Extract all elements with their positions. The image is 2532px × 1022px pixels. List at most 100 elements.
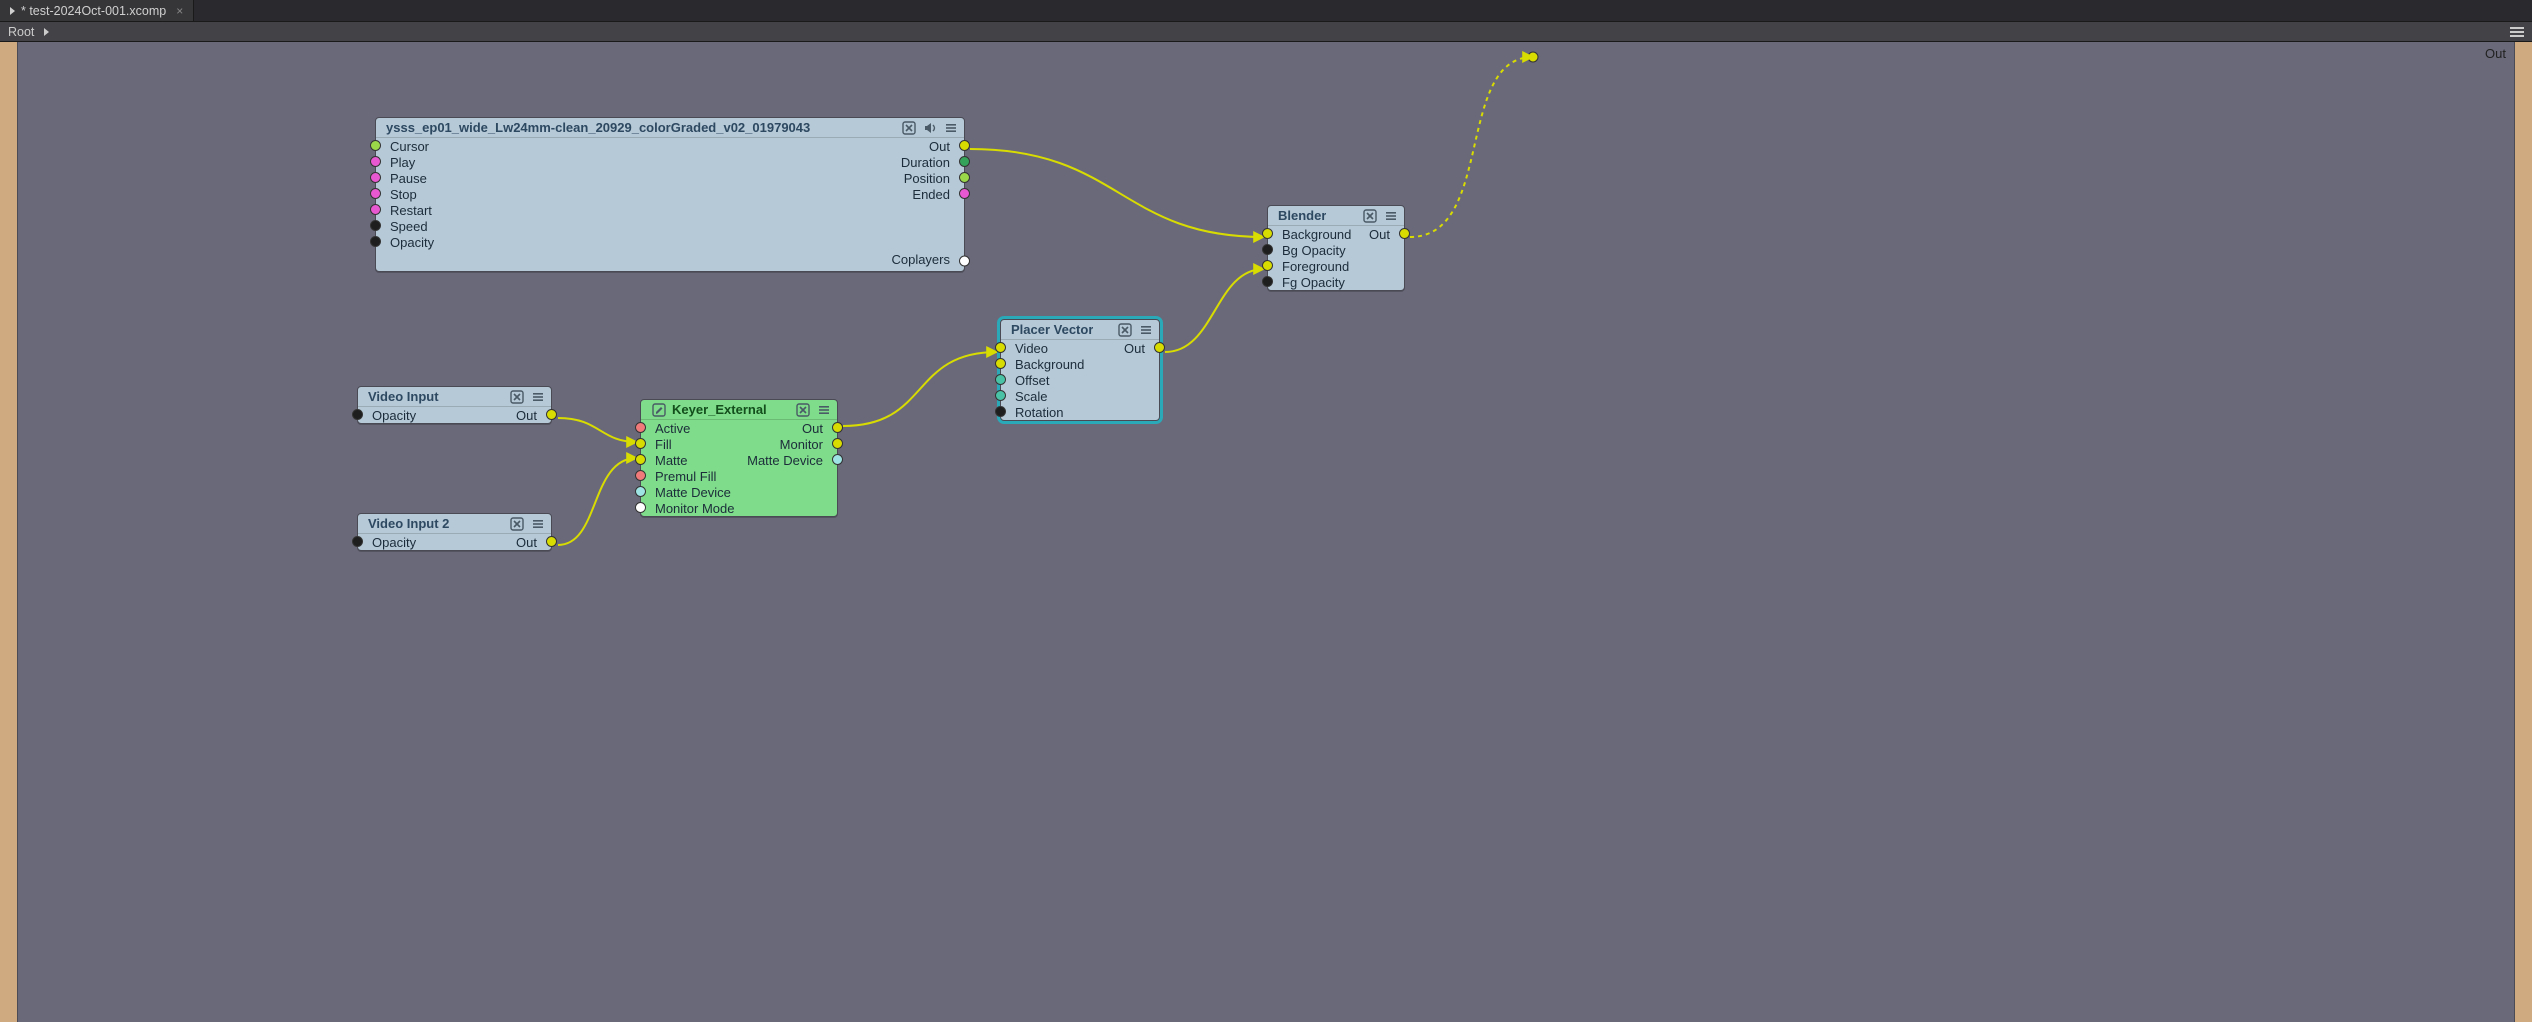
input-label: Background — [1282, 227, 1351, 242]
input-label: Opacity — [390, 235, 434, 250]
node-title: Keyer_External — [672, 402, 767, 417]
menu-icon[interactable] — [1138, 322, 1153, 337]
input-port-premul-fill[interactable] — [635, 470, 646, 481]
input-port-video[interactable] — [995, 342, 1006, 353]
menu-icon[interactable] — [816, 402, 831, 417]
wire[interactable] — [558, 458, 637, 545]
close-icon[interactable]: × — [176, 4, 183, 18]
node-blender[interactable]: BlenderBackgroundOutBg OpacityForeground… — [1267, 205, 1405, 291]
node-vin2[interactable]: Video Input 2Opacity Out — [357, 513, 552, 551]
input-port-opacity[interactable] — [370, 236, 381, 247]
output-port-ended[interactable] — [959, 188, 970, 199]
node-row: Opacity Out — [358, 534, 551, 550]
speaker-icon[interactable] — [922, 120, 937, 135]
input-label: Monitor Mode — [655, 501, 734, 516]
node-placer[interactable]: Placer VectorVideoOutBackgroundOffsetSca… — [1000, 319, 1160, 421]
input-label: Pause — [390, 171, 427, 186]
edit-icon[interactable] — [651, 402, 666, 417]
output-port-duration[interactable] — [959, 156, 970, 167]
close-icon[interactable] — [509, 516, 524, 531]
wire[interactable] — [1165, 269, 1264, 352]
node-row: Monitor Mode — [641, 500, 837, 516]
input-label: Foreground — [1282, 259, 1349, 274]
node-row: PlayDuration — [376, 154, 964, 170]
close-icon[interactable] — [1362, 208, 1377, 223]
menu-icon[interactable] — [2510, 27, 2524, 37]
input-label: Video — [1015, 341, 1048, 356]
menu-icon[interactable] — [530, 389, 545, 404]
node-row: Matte Matte Device — [641, 452, 837, 468]
menu-icon[interactable] — [943, 120, 958, 135]
close-icon[interactable] — [901, 120, 916, 135]
input-port-offset[interactable] — [995, 374, 1006, 385]
input-port-stop[interactable] — [370, 188, 381, 199]
menu-icon[interactable] — [530, 516, 545, 531]
breadcrumb-root[interactable]: Root — [8, 25, 49, 39]
input-port-scale[interactable] — [995, 390, 1006, 401]
input-label: Background — [1015, 357, 1084, 372]
input-port-restart[interactable] — [370, 204, 381, 215]
menu-icon[interactable] — [1383, 208, 1398, 223]
node-header[interactable]: Blender — [1268, 206, 1404, 226]
input-port-matte[interactable] — [635, 454, 646, 465]
output-port-out[interactable] — [1154, 342, 1165, 353]
output-label: Out — [802, 421, 823, 436]
node-footer: Coplayers — [376, 250, 964, 271]
node-row: Scale — [1001, 388, 1159, 404]
input-label: Opacity — [372, 535, 416, 550]
close-icon[interactable] — [795, 402, 810, 417]
output-port-out[interactable] — [959, 140, 970, 151]
wire[interactable] — [970, 149, 1264, 237]
close-icon[interactable] — [1117, 322, 1132, 337]
output-label: Position — [904, 171, 950, 186]
input-port-bg-opacity[interactable] — [1262, 244, 1273, 255]
output-port-out[interactable] — [546, 536, 557, 547]
node-header[interactable]: Keyer_External — [641, 400, 837, 420]
node-graph-canvas[interactable]: Out ysss_ep01_wide_Lw24mm-clean_20929_co… — [0, 42, 2532, 1022]
output-label: Out — [516, 535, 537, 550]
output-label: Out — [1369, 227, 1390, 242]
input-port-opacity[interactable] — [352, 536, 363, 547]
wire[interactable] — [1410, 57, 1533, 237]
output-label: Ended — [912, 187, 950, 202]
input-port-background[interactable] — [995, 358, 1006, 369]
input-port-fill[interactable] — [635, 438, 646, 449]
input-label: Matte Device — [655, 485, 731, 500]
document-tab[interactable]: * test-2024Oct-001.xcomp × — [0, 0, 194, 21]
input-label: Active — [655, 421, 690, 436]
wire[interactable] — [843, 352, 997, 426]
node-keyer[interactable]: Keyer_ExternalActiveOutFillMonitorMatteM… — [640, 399, 838, 517]
node-header[interactable]: Video Input — [358, 387, 551, 407]
input-port-monitor-mode[interactable] — [635, 502, 646, 513]
input-port-rotation[interactable] — [995, 406, 1006, 417]
input-label: Matte — [655, 453, 688, 468]
input-port-pause[interactable] — [370, 172, 381, 183]
output-port-out[interactable] — [1399, 228, 1410, 239]
node-header[interactable]: Video Input 2 — [358, 514, 551, 534]
node-header[interactable]: Placer Vector — [1001, 320, 1159, 340]
input-port-matte-device[interactable] — [635, 486, 646, 497]
output-port-out[interactable] — [832, 422, 843, 433]
input-port-active[interactable] — [635, 422, 646, 433]
input-port-play[interactable] — [370, 156, 381, 167]
input-port-background[interactable] — [1262, 228, 1273, 239]
close-icon[interactable] — [509, 389, 524, 404]
input-port-fg-opacity[interactable] — [1262, 276, 1273, 287]
output-port-monitor[interactable] — [832, 438, 843, 449]
output-port-matte-device[interactable] — [832, 454, 843, 465]
output-port-position[interactable] — [959, 172, 970, 183]
input-port-opacity[interactable] — [352, 409, 363, 420]
node-clip[interactable]: ysss_ep01_wide_Lw24mm-clean_20929_colorG… — [375, 117, 965, 272]
input-port-speed[interactable] — [370, 220, 381, 231]
input-label: Restart — [390, 203, 432, 218]
play-icon — [10, 7, 15, 15]
input-port-cursor[interactable] — [370, 140, 381, 151]
output-label: Matte Device — [747, 453, 823, 468]
wire[interactable] — [558, 418, 637, 442]
node-row: Premul Fill — [641, 468, 837, 484]
node-header[interactable]: ysss_ep01_wide_Lw24mm-clean_20929_colorG… — [376, 118, 964, 138]
output-port-out[interactable] — [546, 409, 557, 420]
node-vin1[interactable]: Video InputOpacityOut — [357, 386, 552, 424]
footer-port[interactable] — [959, 255, 970, 266]
input-port-foreground[interactable] — [1262, 260, 1273, 271]
